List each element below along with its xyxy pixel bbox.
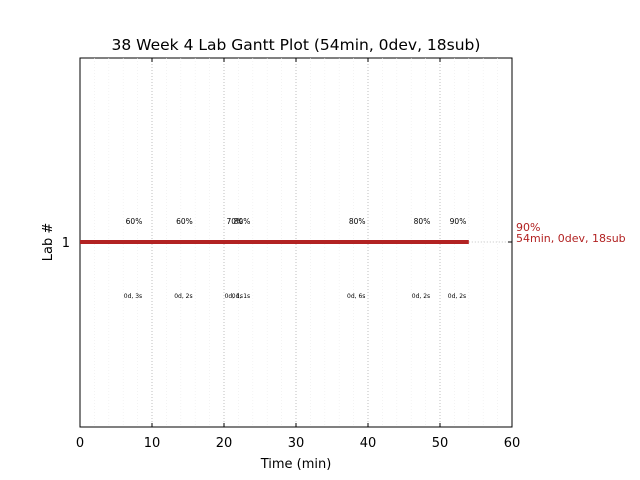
lab-1-bar	[80, 240, 469, 244]
milestone-percent-label: 80%	[234, 217, 251, 226]
grid-lines	[94, 58, 512, 427]
milestone-percent-label: 60%	[126, 217, 143, 226]
end-label-summary: 54min, 0dev, 18sub	[516, 232, 626, 245]
milestone-submission-label: 0d, 6s	[347, 293, 365, 300]
y-axis-label: Lab #	[41, 223, 56, 262]
x-tick-label: 50	[432, 436, 449, 451]
milestone-submission-label: 0d, 1s	[225, 293, 243, 300]
x-tick-label: 20	[216, 436, 233, 451]
milestone-submission-label: 0d, 2s	[174, 293, 192, 300]
x-tick-label: 30	[288, 436, 305, 451]
milestone-submission-label: 0d, 1s	[232, 293, 250, 300]
milestone-submission-label: 0d, 3s	[124, 293, 142, 300]
x-tick-label: 10	[144, 436, 161, 451]
x-tick-label: 40	[360, 436, 377, 451]
milestone-percent-label: 70%	[226, 217, 243, 226]
milestone-percent-label: 80%	[349, 217, 366, 226]
annotations: 60% 0d, 3s 60% 0d, 2s 70% 0d, 1s 80% 0d, 1s 80% 0…	[124, 217, 467, 300]
bars	[80, 240, 469, 244]
x-tick-label: 0	[76, 436, 84, 451]
chart-title: 38 Week 4 Lab Gantt Plot (54min, 0dev, 1…	[112, 36, 481, 54]
x-tick-label: 60	[504, 436, 521, 451]
milestone-submission-label: 0d, 2s	[448, 293, 466, 300]
milestone-percent-label: 60%	[176, 217, 193, 226]
milestone-submission-label: 0d, 2s	[412, 293, 430, 300]
milestone-percent-label: 80%	[414, 217, 431, 226]
x-axis-ticks: 0 10 20 30 40 50 60	[76, 58, 520, 451]
milestone-percent-label: 90%	[450, 217, 467, 226]
y-tick-label: 1	[62, 236, 70, 251]
x-axis-label: Time (min)	[260, 457, 332, 472]
end-label-pct: 90%	[516, 221, 540, 234]
